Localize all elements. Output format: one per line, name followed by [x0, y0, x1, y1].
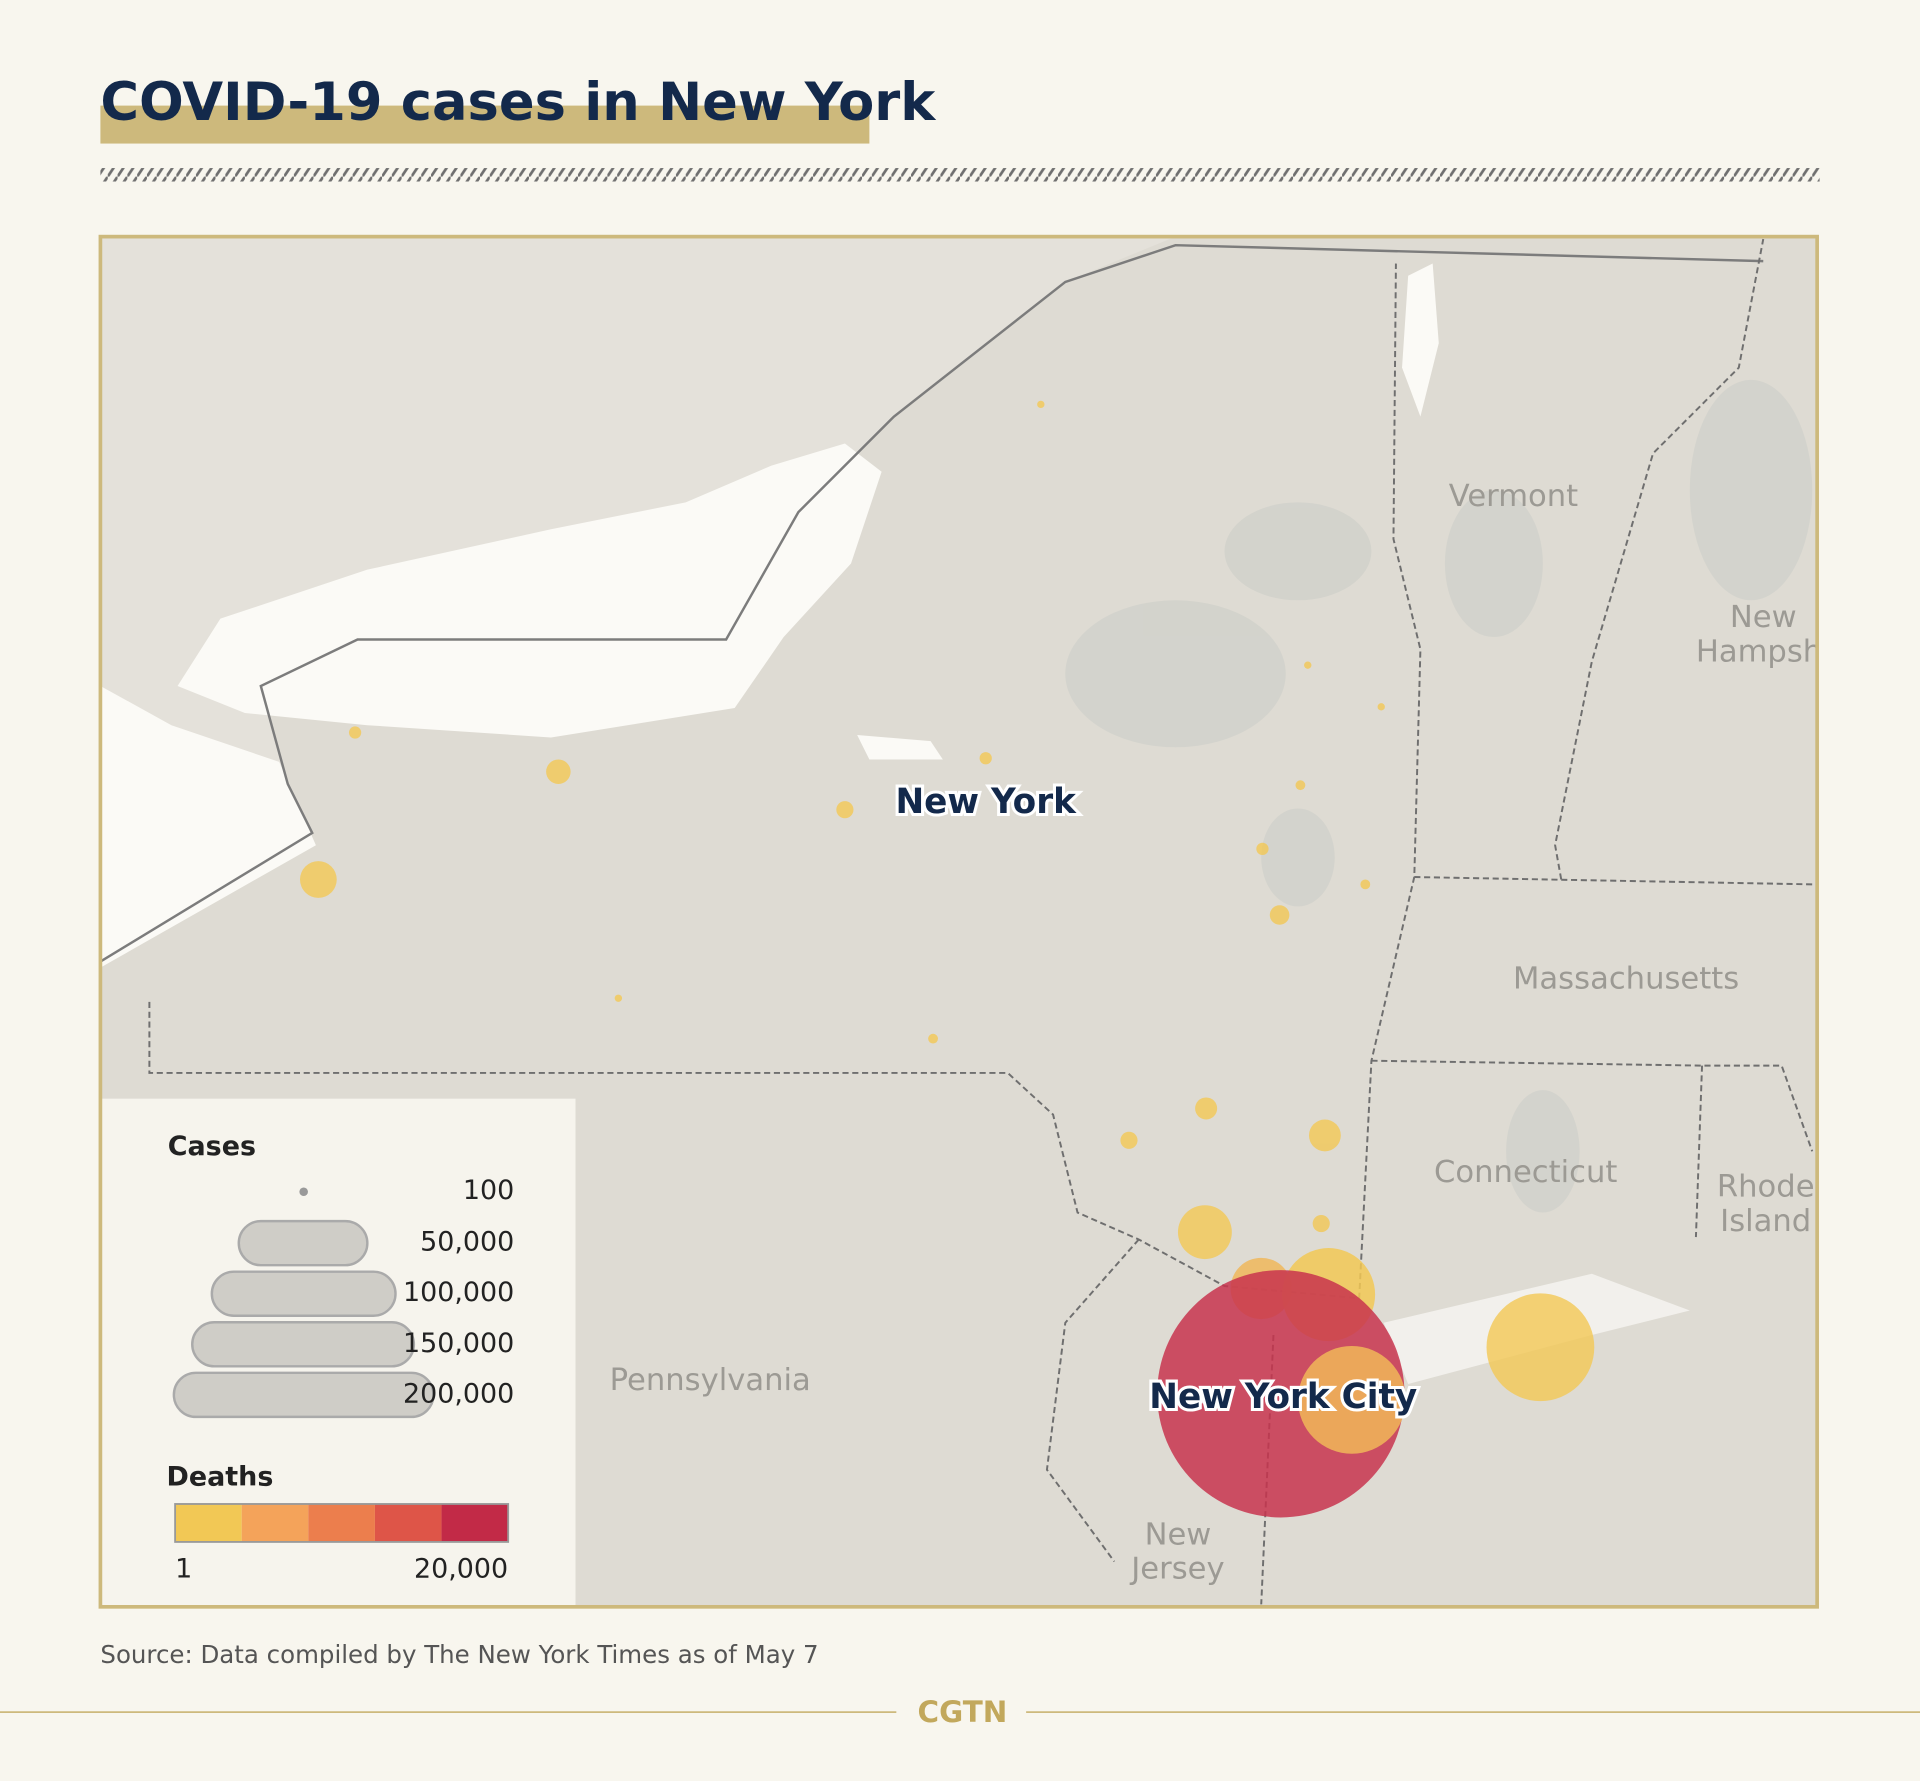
lake — [857, 734, 943, 760]
legend-color-swatch — [374, 1503, 442, 1542]
legend-min: 1 — [175, 1554, 192, 1585]
title: COVID-19 cases in New York — [100, 72, 937, 133]
legend: Cases Deaths 1 20,000 100 50,000 100,000 15… — [167, 1131, 515, 1584]
forest — [1065, 379, 1813, 1213]
map-label: Pennsylvania — [610, 1363, 811, 1398]
map-label: Connecticut — [1434, 1155, 1617, 1190]
case-bubbles — [300, 400, 1595, 1402]
legend-size-dot — [299, 1187, 308, 1197]
map-label: Jersey — [1129, 1552, 1224, 1587]
legend-color-frame — [174, 1503, 510, 1543]
legend-color-swatch — [441, 1503, 509, 1542]
map-label: Rhode — [1717, 1170, 1815, 1205]
source: Source: Data compiled by The New York Ti… — [100, 1640, 818, 1669]
legend-max: 20,000 — [414, 1554, 508, 1585]
map-label: New — [1730, 600, 1797, 635]
brand: CGTN — [918, 1695, 1008, 1729]
legend-size-label: 100 — [463, 1175, 514, 1206]
map-label: Hampshi — [1696, 634, 1831, 669]
lake-champlain — [1402, 263, 1439, 417]
legend-color-swatch — [241, 1503, 309, 1542]
legend-size-label: 50,000 — [420, 1227, 514, 1258]
legend-size-label: 150,000 — [403, 1328, 514, 1359]
legend-size-shape — [191, 1321, 416, 1368]
map-label: New York City — [1149, 1377, 1417, 1417]
title-highlight — [100, 105, 870, 144]
border — [100, 243, 1764, 963]
bubble — [1297, 1346, 1406, 1454]
legend-size-shape — [172, 1371, 435, 1419]
map-label: New — [1145, 1517, 1212, 1552]
map-labels: VermontNewHampshiMassachusettsConnecticu… — [610, 479, 1831, 1587]
map-label: Island — [1720, 1204, 1811, 1239]
bubble-nyc — [1157, 1270, 1405, 1518]
hatch-rule — [100, 168, 1820, 182]
lake-ontario — [177, 443, 882, 738]
legend-cases-title: Cases — [168, 1131, 256, 1162]
legend-color-swatch — [175, 1503, 242, 1542]
legend-size-label: 100,000 — [403, 1277, 514, 1308]
lake-erie — [100, 686, 316, 968]
legend-color-swatch — [308, 1503, 375, 1542]
map-label: Vermont — [1449, 479, 1578, 514]
legend-size-label: 200,000 — [403, 1378, 514, 1409]
map-label: New York — [896, 782, 1078, 822]
legend-deaths-title: Deaths — [167, 1462, 274, 1493]
legend-size-shape — [237, 1219, 369, 1267]
map-frame — [98, 234, 1819, 1609]
map-label: Massachusetts — [1513, 961, 1739, 996]
legend-size-shape — [210, 1270, 397, 1317]
